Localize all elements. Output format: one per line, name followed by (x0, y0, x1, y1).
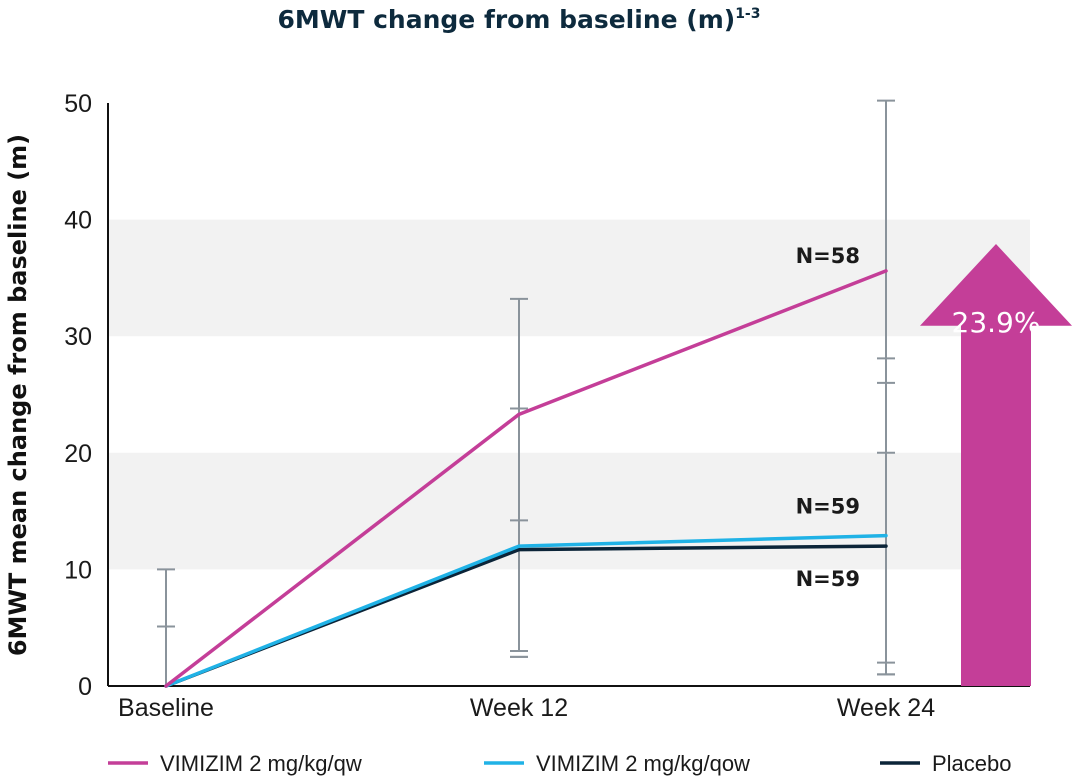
x-ticks: Baseline Week 12 Week 24 (118, 694, 935, 722)
series-line-0 (164, 269, 888, 688)
grid-band-10-20 (108, 452, 1030, 570)
grid-band-30-40 (108, 219, 1030, 337)
chart-title-superscript: 1-3 (735, 6, 760, 22)
x-tick-label-0: Baseline (118, 694, 214, 722)
x-tick-label-2: Week 24 (837, 694, 935, 722)
chart-title: 6MWT change from baseline (m)1-3 (278, 5, 761, 34)
legend-label-1: VIMIZIM 2 mg/kg/qow (536, 751, 750, 776)
legend-label-0: VIMIZIM 2 mg/kg/qw (160, 751, 362, 776)
y-tick-label-40: 40 (64, 207, 92, 235)
n-label-2: N=59 (796, 567, 860, 591)
n-label-0: N=58 (796, 244, 860, 268)
y-tick-label-50: 50 (64, 90, 92, 118)
series-line-1 (164, 533, 888, 688)
y-tick-label-30: 30 (64, 323, 92, 351)
callout-text: 23.9% (952, 306, 1041, 339)
grid-bands (108, 219, 1030, 570)
y-tick-label-0: 0 (78, 673, 92, 701)
callout-arrow: 23.9% (920, 244, 1072, 686)
n-labels: N=58 N=59 N=59 (796, 244, 860, 591)
x-tick-label-1: Week 12 (470, 694, 568, 722)
callout-arrow-shape (920, 244, 1072, 686)
y-ticks: 0 10 20 30 40 50 (64, 90, 92, 701)
legend: VIMIZIM 2 mg/kg/qw VIMIZIM 2 mg/kg/qow Pla… (108, 751, 1012, 776)
error-bars (157, 99, 895, 686)
axes (107, 103, 1030, 687)
y-tick-label-20: 20 (64, 440, 92, 468)
n-label-1: N=59 (796, 495, 860, 519)
y-axis-label: 6MWT mean change from baseline (m) (4, 134, 32, 656)
chart-title-main: 6MWT change from baseline (m) (278, 5, 736, 34)
y-tick-label-10: 10 (64, 556, 92, 584)
series-lines (164, 269, 888, 688)
legend-label-2: Placebo (932, 751, 1012, 776)
